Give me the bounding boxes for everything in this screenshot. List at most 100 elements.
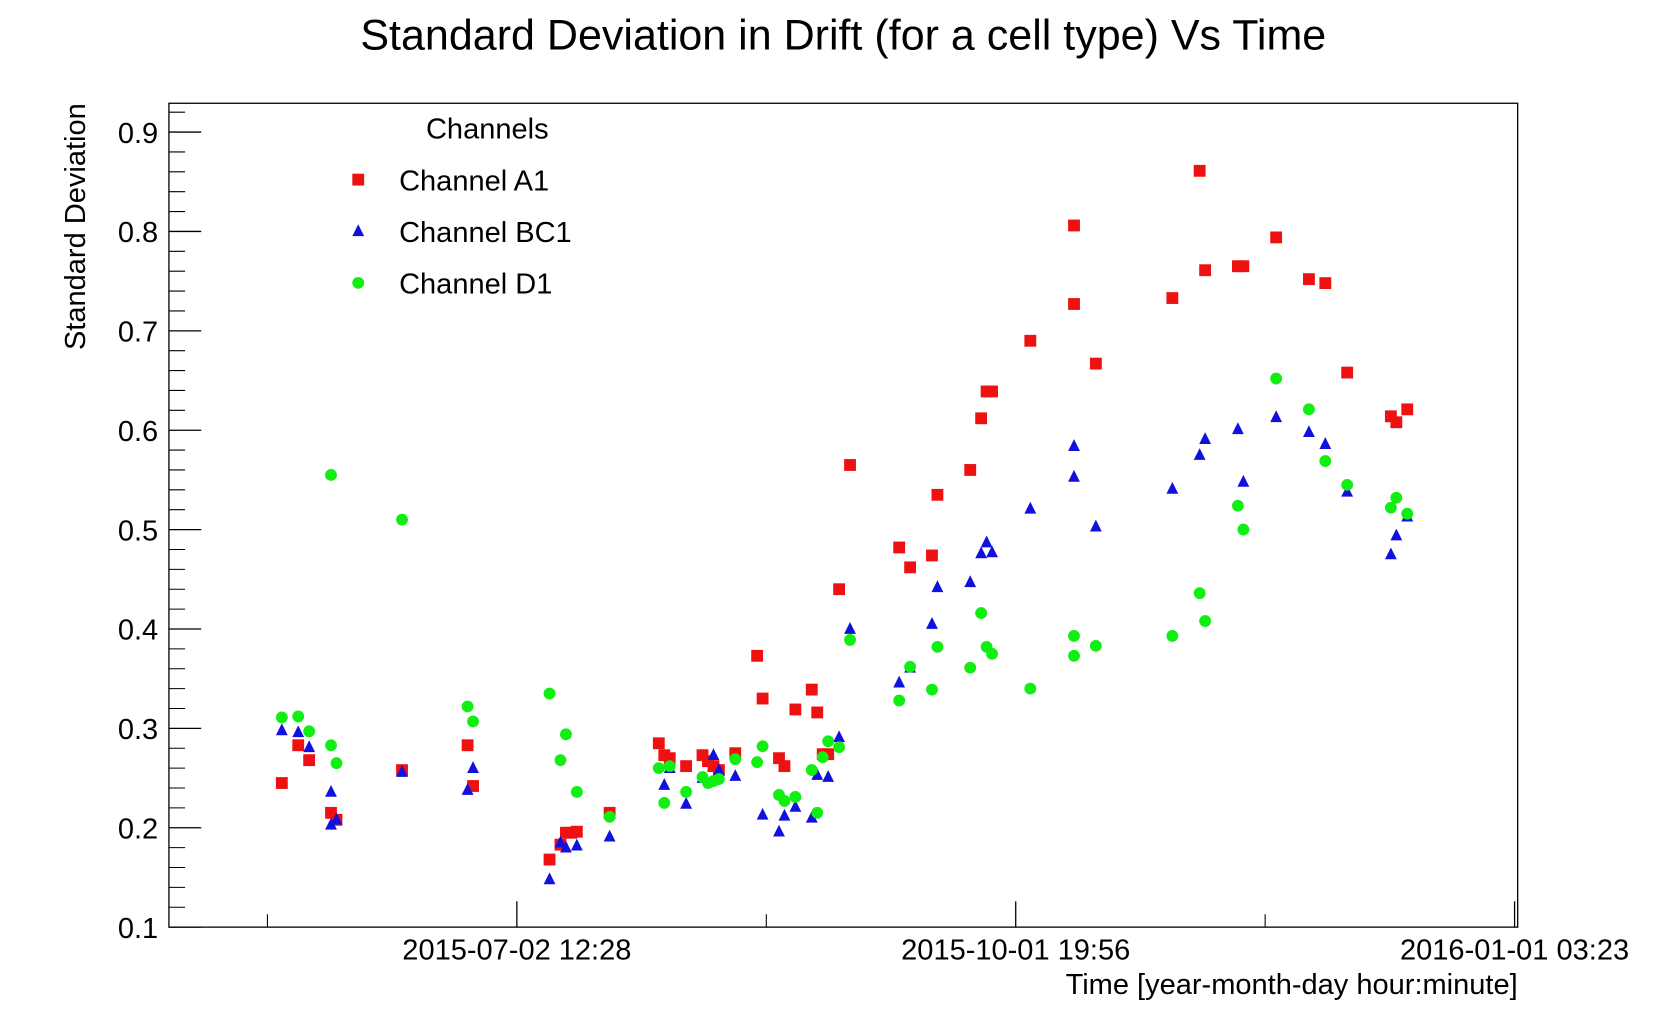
- legend-marker: [352, 173, 365, 186]
- legend-marker: [352, 276, 365, 289]
- point: [570, 838, 583, 851]
- point: [1303, 273, 1315, 286]
- point: [975, 412, 988, 425]
- point: [964, 464, 977, 476]
- point: [1089, 357, 1102, 370]
- point: [680, 760, 693, 773]
- point: [292, 739, 305, 752]
- point: [1193, 164, 1206, 177]
- point: [926, 549, 938, 562]
- point: [467, 715, 479, 728]
- point: [1068, 298, 1080, 310]
- point: [756, 692, 769, 705]
- point: [1231, 422, 1244, 435]
- y-axis-label: Standard Deviation: [60, 103, 92, 350]
- point: [396, 765, 408, 777]
- point: [1237, 523, 1250, 536]
- point: [1024, 501, 1037, 514]
- point: [1024, 682, 1037, 695]
- point: [1193, 587, 1206, 600]
- point: [778, 808, 791, 821]
- point: [663, 760, 676, 773]
- point: [1068, 649, 1080, 662]
- point: [822, 770, 835, 782]
- point: [833, 730, 846, 743]
- y-tick-label: 0.8: [118, 217, 158, 249]
- point: [778, 760, 791, 773]
- point: [560, 728, 572, 741]
- point: [751, 649, 764, 662]
- point: [696, 749, 709, 762]
- point: [893, 675, 906, 688]
- point: [789, 791, 802, 803]
- point: [844, 633, 856, 646]
- point: [663, 752, 676, 765]
- point: [275, 711, 288, 724]
- point: [396, 513, 408, 526]
- point: [789, 703, 802, 716]
- point: [931, 580, 944, 593]
- point: [467, 761, 479, 773]
- point: [570, 825, 583, 838]
- point: [1068, 469, 1080, 482]
- point: [805, 764, 818, 777]
- point: [1166, 481, 1179, 494]
- point: [729, 769, 742, 781]
- point: [1193, 448, 1206, 460]
- x-tick-label: 2016-01-01 03:23: [1400, 934, 1629, 966]
- point: [975, 546, 988, 559]
- y-tick-label: 0.7: [118, 317, 158, 349]
- point: [325, 806, 337, 819]
- point: [773, 752, 785, 765]
- point: [275, 777, 288, 789]
- point: [926, 683, 938, 696]
- point: [603, 810, 616, 823]
- point: [325, 469, 337, 481]
- legend-label: Channel D1: [399, 269, 552, 301]
- y-tick-label: 0.6: [118, 416, 158, 448]
- point: [1303, 425, 1315, 438]
- point: [652, 762, 665, 775]
- point: [461, 700, 474, 713]
- point: [773, 824, 785, 837]
- point: [986, 385, 998, 398]
- point: [1384, 410, 1397, 423]
- point: [1237, 474, 1250, 487]
- point: [975, 607, 988, 619]
- point: [756, 807, 769, 820]
- point: [893, 541, 906, 554]
- point: [1303, 403, 1315, 416]
- x-axis-label: Time [year-month-day hour:minute]: [1066, 969, 1518, 1001]
- point: [833, 583, 846, 596]
- point: [330, 757, 343, 770]
- point: [560, 840, 572, 853]
- legend-title: Channels: [426, 114, 549, 146]
- point: [904, 561, 917, 574]
- plot-frame: [168, 102, 1519, 928]
- point: [707, 748, 720, 761]
- point: [1390, 491, 1403, 504]
- point: [1166, 630, 1179, 642]
- point: [275, 723, 288, 736]
- point: [570, 786, 583, 798]
- point: [292, 725, 305, 738]
- point: [1401, 507, 1414, 520]
- point: [554, 754, 567, 767]
- point: [844, 459, 856, 471]
- point: [712, 773, 725, 785]
- point: [658, 796, 671, 809]
- point: [729, 747, 742, 760]
- point: [680, 796, 693, 809]
- point: [680, 786, 693, 798]
- y-tick-label: 0.2: [118, 813, 158, 845]
- point: [303, 740, 316, 753]
- point: [811, 706, 824, 719]
- point: [833, 741, 846, 754]
- point: [811, 768, 824, 780]
- point: [844, 621, 856, 634]
- point: [904, 660, 917, 673]
- point: [926, 617, 938, 629]
- point: [816, 751, 829, 764]
